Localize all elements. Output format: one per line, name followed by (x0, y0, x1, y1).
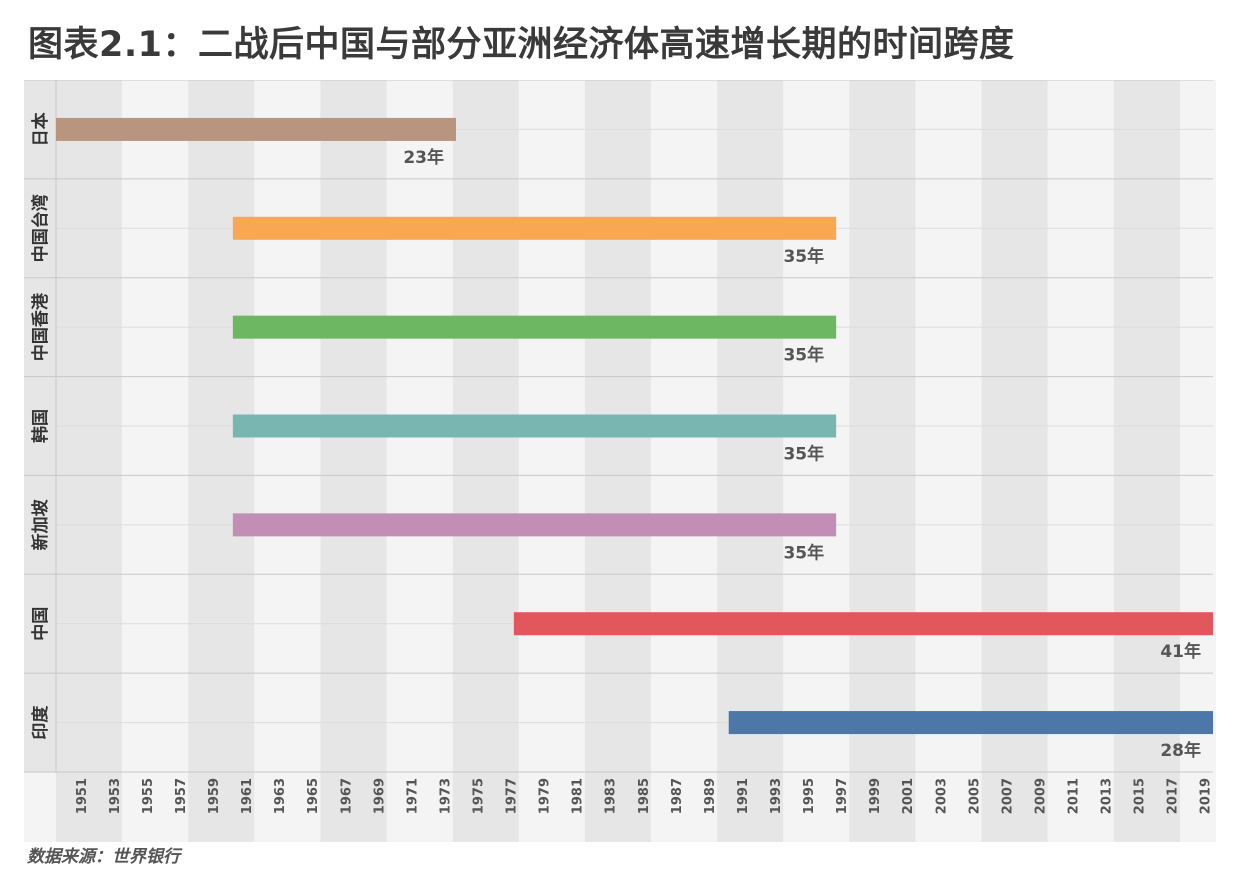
x-tick-label: 1955 (141, 778, 156, 814)
stripe-band (386, 80, 453, 842)
x-tick-label: 1991 (736, 778, 751, 814)
category-label-0: 日本 (30, 112, 51, 146)
data-label-3: 35年 (783, 444, 824, 465)
x-tick-label: 1993 (769, 778, 784, 814)
category-label-5: 中国 (30, 607, 51, 641)
stripe-band (254, 80, 321, 842)
x-tick-label: 1951 (75, 778, 90, 814)
x-axis-ticks: 1951 1953 1955 1957 1959 1961 1963 1965 1967 1969… (75, 778, 1214, 814)
x-tick-label: 1975 (471, 778, 486, 814)
x-tick-label: 1987 (670, 778, 685, 814)
bar-0 (56, 117, 456, 141)
x-tick-label: 1979 (538, 778, 553, 814)
data-labels: 23年 35年 35年 35年 35年 41年 28年 (403, 147, 1201, 761)
source-note: 数据来源：世界银行 (27, 847, 180, 867)
label-column (24, 80, 56, 772)
x-tick-label: 1999 (868, 778, 883, 814)
x-tick-label: 1981 (571, 778, 586, 814)
x-tick-label: 2003 (934, 778, 949, 814)
stripe-band (651, 80, 718, 842)
x-tick-label: 1963 (273, 778, 288, 814)
bar-3 (232, 414, 837, 438)
x-tick-label: 1985 (637, 778, 652, 814)
x-tick-label: 1961 (240, 778, 255, 814)
stripe-band (188, 80, 255, 842)
data-label-4: 35年 (783, 542, 824, 563)
data-label-2: 35年 (783, 345, 824, 366)
category-label-1: 中国台湾 (30, 194, 51, 262)
x-tick-label: 1969 (372, 778, 387, 814)
category-label-6: 印度 (30, 705, 51, 740)
data-label-5: 41年 (1160, 641, 1201, 662)
bar-4 (232, 513, 837, 537)
range-bar-chart: 23年 35年 35年 35年 35年 41年 28年 日本中国台湾中国香港韩国新加坡中国印… (24, 80, 1216, 842)
data-label-6: 28年 (1160, 740, 1201, 761)
category-label-3: 韩国 (30, 409, 51, 443)
stripe-band (320, 80, 387, 842)
category-label-2: 中国香港 (30, 292, 51, 361)
x-tick-label: 2019 (1199, 778, 1214, 814)
x-tick-label: 1995 (802, 778, 817, 814)
x-tick-label: 2011 (1067, 778, 1082, 814)
data-label-0: 23年 (403, 147, 444, 168)
bar-5 (513, 612, 1213, 636)
x-tick-label: 2015 (1133, 778, 1148, 814)
x-tick-label: 1973 (438, 778, 453, 814)
x-tick-label: 1983 (604, 778, 619, 814)
x-tick-label: 2013 (1100, 778, 1115, 814)
stripe-band (56, 80, 123, 842)
range-bars (56, 117, 1213, 735)
x-tick-label: 1971 (405, 778, 420, 814)
x-tick-label: 1997 (835, 778, 850, 814)
stripe-band (452, 80, 519, 842)
bar-2 (232, 315, 837, 339)
x-tick-label: 1957 (174, 778, 189, 814)
category-label-4: 新加坡 (30, 499, 51, 550)
x-tick-label: 2001 (901, 778, 916, 814)
stripe-band (584, 80, 652, 842)
x-tick-label: 1977 (505, 778, 520, 814)
x-tick-label: 1953 (108, 778, 123, 814)
x-tick-label: 1959 (207, 778, 222, 814)
bar-1 (232, 216, 837, 240)
x-tick-label: 2005 (967, 778, 982, 814)
x-tick-label: 2017 (1166, 778, 1181, 814)
x-tick-label: 1967 (339, 778, 354, 814)
x-tick-label: 2009 (1033, 778, 1048, 814)
data-label-1: 35年 (783, 246, 824, 267)
x-tick-label: 2007 (1000, 778, 1015, 814)
stripe-band (122, 80, 189, 842)
x-tick-label: 1965 (306, 778, 321, 814)
bar-6 (728, 711, 1213, 735)
stripe-band (518, 80, 585, 842)
x-tick-label: 1989 (703, 778, 718, 814)
chart-title: 图表2.1：二战后中国与部分亚洲经济体高速增长期的时间跨度 (28, 25, 1015, 65)
